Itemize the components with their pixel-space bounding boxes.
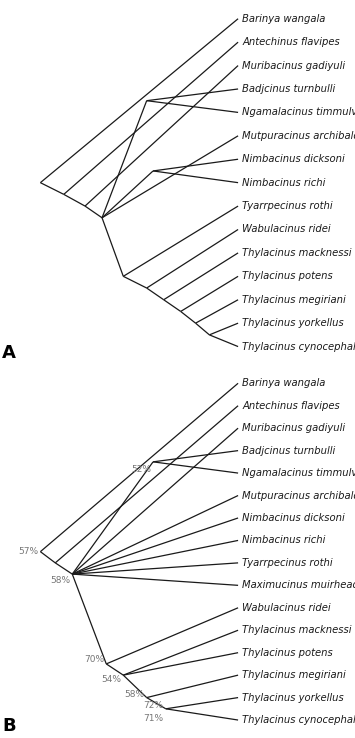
Text: Thylacinus megiriani: Thylacinus megiriani — [242, 294, 346, 305]
Text: Thylacinus cynocephalus: Thylacinus cynocephalus — [242, 715, 355, 725]
Text: Wabulacinus ridei: Wabulacinus ridei — [242, 224, 331, 235]
Text: Nimbacinus dicksoni: Nimbacinus dicksoni — [242, 513, 345, 523]
Text: 54%: 54% — [101, 675, 121, 684]
Text: B: B — [2, 717, 16, 734]
Text: Mutpuracinus archibaldi: Mutpuracinus archibaldi — [242, 491, 355, 500]
Text: Muribacinus gadiyuli: Muribacinus gadiyuli — [242, 423, 345, 433]
Text: Maximucinus muirheadae: Maximucinus muirheadae — [242, 580, 355, 590]
Text: Wabulacinus ridei: Wabulacinus ridei — [242, 603, 331, 613]
Text: Barinya wangala: Barinya wangala — [242, 14, 326, 24]
Text: Thylacinus megiriani: Thylacinus megiriani — [242, 670, 346, 680]
Text: Thylacinus macknessi: Thylacinus macknessi — [242, 625, 352, 635]
Text: Nimbacinus richi: Nimbacinus richi — [242, 536, 326, 545]
Text: Thylacinus yorkellus: Thylacinus yorkellus — [242, 318, 344, 328]
Text: Tyarrpecinus rothi: Tyarrpecinus rothi — [242, 558, 333, 568]
Text: Thylacinus potens: Thylacinus potens — [242, 272, 333, 281]
Text: Badjcinus turnbulli: Badjcinus turnbulli — [242, 446, 335, 455]
Text: Thylacinus yorkellus: Thylacinus yorkellus — [242, 692, 344, 703]
Text: Nimbacinus richi: Nimbacinus richi — [242, 178, 326, 187]
Text: A: A — [2, 344, 16, 362]
Text: Badjcinus turnbulli: Badjcinus turnbulli — [242, 84, 335, 94]
Text: Barinya wangala: Barinya wangala — [242, 379, 326, 388]
Text: 58%: 58% — [50, 576, 70, 585]
Text: Antechinus flavipes: Antechinus flavipes — [242, 37, 340, 47]
Text: Thylacinus potens: Thylacinus potens — [242, 648, 333, 658]
Text: 52%: 52% — [131, 465, 151, 475]
Text: Muribacinus gadiyuli: Muribacinus gadiyuli — [242, 61, 345, 71]
Text: 58%: 58% — [124, 690, 144, 699]
Text: Ngamalacinus timmulvaneyi: Ngamalacinus timmulvaneyi — [242, 108, 355, 117]
Text: Antechinus flavipes: Antechinus flavipes — [242, 401, 340, 411]
Text: 71%: 71% — [143, 714, 164, 723]
Text: Thylacinus cynocephalus: Thylacinus cynocephalus — [242, 342, 355, 351]
Text: 72%: 72% — [144, 701, 164, 710]
Text: 70%: 70% — [84, 655, 104, 664]
Text: Thylacinus macknessi: Thylacinus macknessi — [242, 248, 352, 258]
Text: Mutpuracinus archibaldi: Mutpuracinus archibaldi — [242, 131, 355, 141]
Text: 57%: 57% — [18, 547, 38, 556]
Text: Nimbacinus dicksoni: Nimbacinus dicksoni — [242, 154, 345, 165]
Text: Ngamalacinus timmulvaneyi: Ngamalacinus timmulvaneyi — [242, 468, 355, 478]
Text: Tyarrpecinus rothi: Tyarrpecinus rothi — [242, 201, 333, 211]
